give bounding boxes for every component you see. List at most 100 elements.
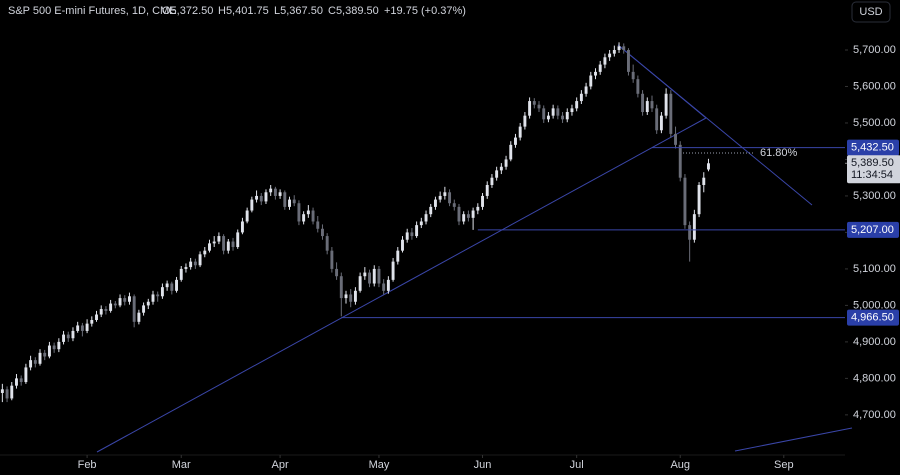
candle-body — [240, 221, 244, 233]
candle-body — [636, 79, 640, 94]
fib-label: 61.80% — [760, 147, 798, 159]
candle-body — [481, 195, 484, 207]
currency-label[interactable]: USD — [859, 6, 882, 18]
candle-body — [292, 199, 296, 204]
candle-body — [368, 272, 371, 284]
y-tick-label: 5,300.00 — [853, 190, 896, 202]
y-tick-label: 5,000.00 — [853, 299, 896, 311]
candle-body — [565, 112, 569, 120]
level-label-box — [847, 221, 899, 238]
candle-body — [109, 303, 113, 311]
candle-body — [546, 115, 550, 120]
candle-body — [170, 283, 174, 291]
candle-body — [391, 261, 395, 280]
candle-body — [514, 137, 517, 145]
candle-body — [212, 241, 216, 244]
candle-body — [47, 345, 51, 357]
candle-body — [419, 221, 423, 226]
candle-body — [551, 108, 555, 116]
candle-body — [645, 101, 649, 113]
candle-body — [288, 199, 291, 207]
candle-body — [702, 177, 706, 185]
candle-body — [104, 309, 108, 311]
x-tick-label: Jul — [570, 459, 584, 471]
candle-body — [250, 199, 254, 211]
candle-body — [57, 341, 61, 350]
candle-body — [222, 236, 226, 251]
candle-body — [415, 225, 419, 237]
candle-body — [269, 188, 273, 193]
candle-body — [589, 75, 593, 87]
y-tick-label: 4,800.00 — [853, 372, 896, 384]
candle-body — [542, 108, 546, 120]
candle-body — [443, 192, 447, 196]
candle-body — [584, 86, 588, 94]
legend-low: L5,367.50 — [274, 5, 323, 17]
legend-open: O5,372.50 — [162, 5, 213, 17]
candle-body — [71, 330, 75, 339]
candle-body — [179, 268, 183, 280]
candle-body — [175, 279, 178, 291]
trend-line — [96, 117, 707, 453]
candle-body — [283, 192, 287, 207]
candle-body — [321, 228, 324, 237]
candle-body — [664, 93, 668, 116]
candle-body — [278, 192, 282, 196]
candle-body — [184, 267, 188, 269]
candle-body — [19, 378, 23, 383]
candle-body — [504, 159, 508, 167]
candle-body — [612, 49, 616, 54]
candle-body — [594, 71, 597, 76]
candle-body — [236, 232, 240, 248]
candle-body — [377, 268, 381, 284]
candle-body — [466, 214, 470, 218]
candle-body — [537, 104, 541, 109]
candle-body — [208, 243, 211, 251]
candle-body — [142, 305, 146, 313]
x-tick-label: Aug — [670, 459, 690, 471]
y-tick-label: 5,100.00 — [853, 263, 896, 275]
candle-body — [217, 236, 221, 242]
candle-body — [688, 225, 692, 240]
candle-body — [203, 250, 207, 255]
candle-body — [113, 303, 117, 306]
candle-body — [38, 352, 42, 364]
candle-body — [382, 283, 386, 291]
candle-body — [641, 93, 645, 113]
candle-body — [245, 210, 249, 222]
candle-body — [570, 108, 574, 113]
candle-body — [401, 239, 404, 251]
candle-body — [674, 133, 677, 145]
legend-change: +19.75 (+0.37%) — [384, 5, 466, 17]
candle-body — [231, 241, 235, 248]
candle-body — [302, 214, 306, 222]
candle-body — [358, 276, 362, 291]
candle-body — [198, 254, 202, 266]
candle-body — [339, 276, 343, 299]
candle-body — [5, 389, 9, 399]
x-tick-label: Feb — [78, 459, 97, 471]
candle-body — [626, 49, 630, 72]
y-tick-label: 5,500.00 — [853, 117, 896, 129]
candle-body — [306, 210, 310, 215]
candle-body — [697, 184, 701, 215]
y-tick-label: 4,700.00 — [853, 409, 896, 421]
candle-body — [650, 101, 654, 109]
candle-body — [325, 236, 329, 251]
last-price-box — [847, 155, 900, 184]
candle-body — [707, 163, 710, 170]
candle-body — [523, 115, 527, 127]
candle-body — [33, 360, 37, 364]
candle-body — [99, 309, 103, 315]
candle-body — [692, 214, 696, 240]
y-tick-label: 5,700.00 — [853, 44, 896, 56]
currency-button[interactable] — [851, 1, 891, 23]
candle-body — [24, 367, 28, 383]
candle-body — [137, 312, 141, 322]
candle-body — [226, 241, 230, 251]
candle-body — [429, 206, 433, 215]
candle-body — [579, 93, 583, 102]
legend-close: C5,389.50 — [328, 5, 379, 17]
